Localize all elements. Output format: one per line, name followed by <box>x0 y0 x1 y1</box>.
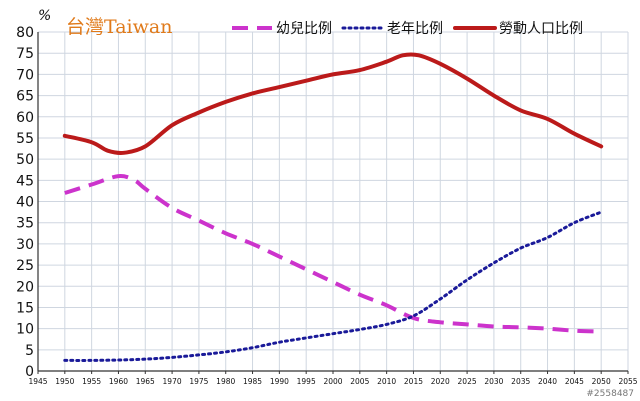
y-tick-label: 65 <box>16 89 34 105</box>
series-line-working-age-ratio <box>62 52 604 156</box>
x-tick-label: 2015 <box>404 377 423 386</box>
x-tick-label: 2040 <box>538 377 557 386</box>
series-line-elderly-ratio <box>63 210 603 362</box>
y-tick-label: 30 <box>16 237 34 253</box>
y-tick-label: 40 <box>16 195 34 211</box>
y-tick-label: 10 <box>16 322 34 338</box>
grid <box>37 31 629 372</box>
series-lines <box>62 52 604 362</box>
x-tick-label: 2010 <box>377 377 396 386</box>
legend-label-elderly-ratio: 老年比例 <box>387 21 443 37</box>
y-tick-label: 45 <box>16 173 34 189</box>
x-tick-label: 2050 <box>592 377 611 386</box>
x-tick-label: 2025 <box>458 377 477 386</box>
x-tick-label: 2000 <box>323 377 342 386</box>
y-tick-label: 15 <box>16 300 34 316</box>
axes <box>37 32 629 374</box>
x-tick-label: 1945 <box>28 377 47 386</box>
x-tick-label: 2030 <box>484 377 503 386</box>
x-tick-label: 1995 <box>297 377 316 386</box>
legend-label-child-ratio: 幼兒比例 <box>276 21 332 37</box>
x-tick-label: 2035 <box>511 377 530 386</box>
x-tick-label: 2045 <box>565 377 584 386</box>
series-line-child-ratio <box>64 173 602 334</box>
y-tick-label: 50 <box>16 152 34 168</box>
y-axis-unit-label: % <box>38 8 51 24</box>
y-tick-label: 55 <box>16 131 34 147</box>
x-tick-labels: 1945 1950 1955 1960 1965 1970 1975 1980 1985 1990… <box>28 377 637 386</box>
y-tick-label: 25 <box>16 258 34 274</box>
y-tick-label: 80 <box>16 25 34 41</box>
x-tick-label: 1980 <box>216 377 235 386</box>
x-tick-label: 1970 <box>163 377 182 386</box>
y-tick-label: 60 <box>16 110 34 126</box>
y-tick-label: 35 <box>16 216 34 232</box>
x-tick-label: 1985 <box>243 377 262 386</box>
x-tick-label: 2005 <box>350 377 369 386</box>
y-tick-label: 70 <box>16 67 34 83</box>
x-tick-label: 1965 <box>136 377 155 386</box>
y-tick-label: 75 <box>16 46 34 62</box>
x-tick-label: 2055 <box>618 377 637 386</box>
x-tick-label: 2020 <box>431 377 450 386</box>
x-tick-label: 1960 <box>109 377 128 386</box>
x-tick-label: 1950 <box>55 377 74 386</box>
legend: 幼兒比例 老年比例 勞動人口比例 <box>232 21 583 37</box>
legend-label-working-age-ratio: 勞動人口比例 <box>499 21 583 37</box>
y-tick-label: 20 <box>16 279 34 295</box>
watermark-id: #2558487 <box>586 389 634 399</box>
x-tick-label: 1990 <box>270 377 289 386</box>
x-tick-label: 1975 <box>189 377 208 386</box>
y-tick-label: 0 <box>25 364 34 380</box>
y-tick-labels: 0 5 10 15 20 25 30 35 40 45 50 55 60 65 70 75 80 <box>16 25 34 380</box>
y-tick-label: 5 <box>25 343 34 359</box>
x-tick-label: 1955 <box>82 377 101 386</box>
chart-title: 台灣Taiwan <box>66 16 172 38</box>
